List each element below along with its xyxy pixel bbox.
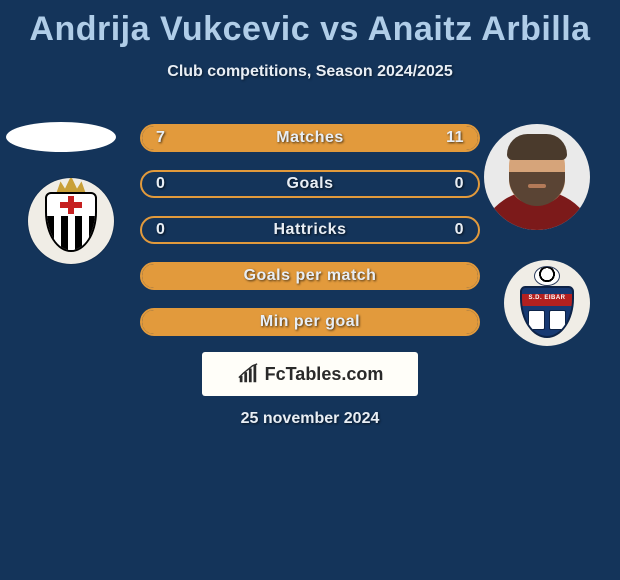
right-player-avatar bbox=[484, 124, 590, 230]
stat-row: Min per goal bbox=[140, 308, 480, 336]
stat-value-right: 0 bbox=[455, 221, 464, 239]
stat-label: Hattricks bbox=[274, 221, 347, 239]
chart-icon bbox=[237, 363, 259, 385]
brand-text: FcTables.com bbox=[265, 364, 384, 385]
page-subtitle: Club competitions, Season 2024/2025 bbox=[0, 63, 620, 81]
left-player-avatar bbox=[6, 122, 116, 152]
date-text: 25 november 2024 bbox=[0, 410, 620, 428]
stat-row: 7 11 Matches bbox=[140, 124, 480, 152]
stat-label: Goals bbox=[287, 175, 334, 193]
right-club-text: S.D. EIBAR bbox=[522, 295, 572, 301]
stat-row: Goals per match bbox=[140, 262, 480, 290]
stat-value-left: 0 bbox=[156, 221, 165, 239]
stats-container: 7 11 Matches 0 0 Goals 0 0 Hattricks Goals per ma… bbox=[140, 124, 480, 354]
stat-label: Matches bbox=[276, 129, 344, 147]
stat-value-right: 0 bbox=[455, 175, 464, 193]
page-title: Andrija Vukcevic vs Anaitz Arbilla bbox=[0, 0, 620, 49]
stat-row: 0 0 Goals bbox=[140, 170, 480, 198]
stat-value-left: 7 bbox=[156, 129, 165, 147]
stat-value-left: 0 bbox=[156, 175, 165, 193]
stat-row: 0 0 Hattricks bbox=[140, 216, 480, 244]
right-club-badge: S.D. EIBAR bbox=[504, 260, 590, 346]
stat-label: Min per goal bbox=[260, 313, 360, 331]
stat-label: Goals per match bbox=[244, 267, 377, 285]
stat-value-right: 11 bbox=[446, 129, 464, 147]
left-club-badge bbox=[28, 178, 114, 264]
brand-watermark: FcTables.com bbox=[202, 352, 418, 396]
